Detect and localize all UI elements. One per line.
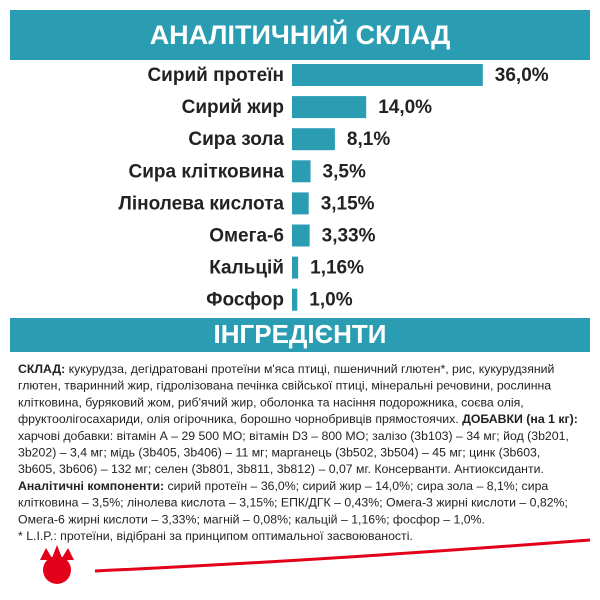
ingredients-band [10, 318, 590, 352]
ingredient-text: клітковина – 3,5%; лінолева кислота – 3,… [18, 496, 568, 510]
ingredient-line: * L.I.P.: протеїни, відібрані за принцип… [18, 529, 413, 543]
category-label: Сира клітковина [128, 161, 284, 182]
ingredient-text: ДОБАВКИ (на 1 кг): [462, 412, 578, 426]
value-label: 1,16% [310, 258, 364, 279]
ingredient-line: фруктоолігосахариди, олія огірочника, бо… [18, 412, 578, 426]
value-label: 8,1% [347, 129, 390, 150]
ingredient-text: фруктоолігосахариди, олія огірочника, бо… [18, 412, 462, 426]
category-label: Сира зола [188, 129, 284, 150]
ingredient-text: кукурудза, дегідратовані протеїни м'яса … [65, 362, 554, 376]
ingredient-text: клітковина, буряковий жом, риб'ячий жир,… [18, 396, 524, 410]
ingredient-line: глютен, тваринний жир, гідролізована печ… [18, 379, 551, 393]
brand-logo [40, 545, 74, 584]
bar [292, 128, 335, 151]
category-label: Фосфор [206, 290, 284, 311]
bar [292, 160, 311, 183]
ingredient-line: Омега-6 жирні кислоти – 3,33%; магній – … [18, 513, 485, 527]
ingredient-line: харчові добавки: вітамін А – 29 500 МО; … [18, 429, 569, 443]
value-label: 3,5% [323, 161, 366, 182]
ingredient-line: Аналітичні компоненти: сирий протеїн – 3… [18, 479, 548, 493]
bar [292, 288, 298, 311]
chart-title: АНАЛІТИЧНИЙ СКЛАД [150, 19, 451, 50]
bar [292, 192, 309, 215]
bar [292, 96, 367, 119]
ingredient-line: 3b202) – 3,4 мг; мідь (3b405, 3b406) – 1… [18, 446, 540, 460]
ingredient-text: сирий протеїн – 36,0%; сирий жир – 14,0%… [164, 479, 548, 493]
bar [292, 224, 310, 247]
ingredient-text: СКЛАД: [18, 362, 65, 376]
ingredient-line: клітковина – 3,5%; лінолева кислота – 3,… [18, 496, 568, 510]
value-label: 36,0% [495, 65, 549, 86]
ingredient-line: 3b605, 3b606) – 132 мг; селен (3b801, 3b… [18, 462, 544, 476]
value-label: 1,0% [309, 290, 352, 311]
ingredient-text: глютен, тваринний жир, гідролізована печ… [18, 379, 551, 393]
ingredient-text: харчові добавки: вітамін А – 29 500 МО; … [18, 429, 569, 443]
ingredient-text: 3b605, 3b606) – 132 мг; селен (3b801, 3b… [18, 462, 544, 476]
ingredient-text: Омега-6 жирні кислоти – 3,33%; магній – … [18, 513, 485, 527]
category-label: Кальцій [209, 258, 284, 279]
value-label: 3,33% [322, 226, 376, 247]
category-label: Омега-6 [209, 226, 284, 247]
ingredient-text: * L.I.P.: протеїни, відібрані за принцип… [18, 529, 413, 543]
category-label: Сирий жир [182, 97, 284, 118]
bar [292, 64, 483, 86]
brand-swoosh [94, 538, 591, 573]
category-label: Сирий протеїн [147, 65, 284, 86]
ingredient-text: Аналітичні компоненти: [18, 479, 164, 493]
value-label: 14,0% [378, 97, 432, 118]
ingredient-line: клітковина, буряковий жом, риб'ячий жир,… [18, 396, 524, 410]
ingredients-title: ІНГРЕДІЄНТИ [213, 319, 386, 349]
header-band [10, 10, 590, 60]
category-label: Лінолева кислота [119, 193, 285, 214]
ingredient-line: СКЛАД: кукурудза, дегідратовані протеїни… [18, 362, 555, 376]
value-label: 3,15% [321, 193, 375, 214]
bar [292, 256, 299, 279]
ingredient-text: 3b202) – 3,4 мг; мідь (3b405, 3b406) – 1… [18, 446, 540, 460]
